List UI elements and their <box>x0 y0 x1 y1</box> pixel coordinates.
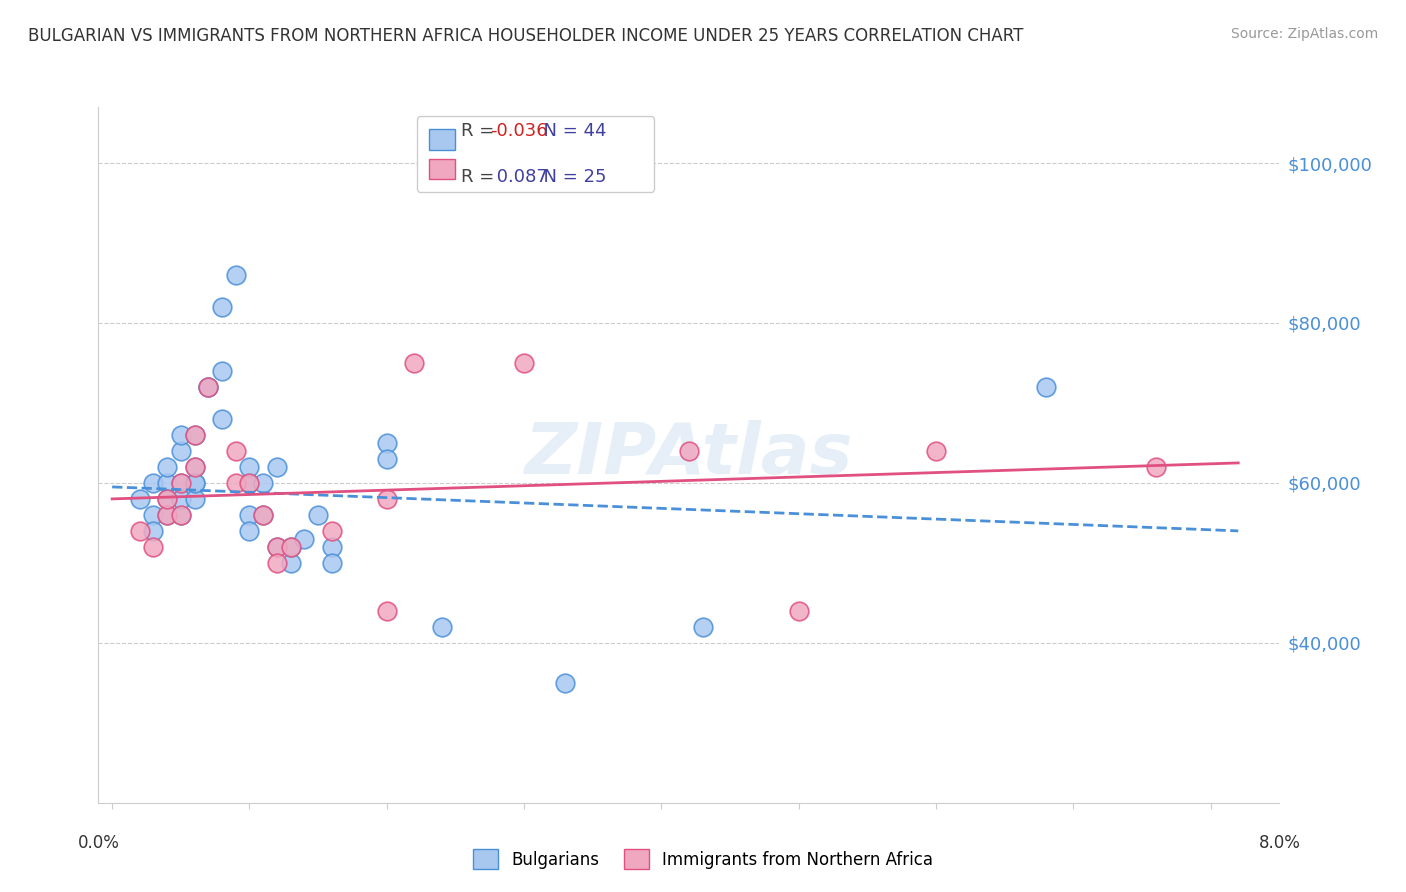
Point <box>156 491 179 506</box>
Point <box>156 459 179 474</box>
Point <box>238 475 260 490</box>
Point <box>266 540 288 554</box>
Point <box>280 540 302 554</box>
Point <box>238 459 260 474</box>
Point <box>183 475 205 490</box>
Point <box>321 524 343 538</box>
Point <box>430 620 453 634</box>
Point <box>225 444 247 458</box>
Point <box>554 676 576 690</box>
Text: 0.0%: 0.0% <box>77 834 120 852</box>
Point <box>266 540 288 554</box>
Point <box>211 300 233 314</box>
Point <box>294 532 316 546</box>
Point <box>678 444 700 458</box>
Point <box>513 356 536 370</box>
Point <box>266 459 288 474</box>
Point <box>170 475 193 490</box>
Point <box>156 508 179 522</box>
Point <box>375 604 398 618</box>
Point <box>142 475 165 490</box>
Point <box>280 556 302 570</box>
Text: -0.036: -0.036 <box>491 122 548 140</box>
Text: N = 44: N = 44 <box>531 122 606 140</box>
Point <box>211 412 233 426</box>
Point <box>238 508 260 522</box>
Point <box>183 428 205 442</box>
Point <box>321 540 343 554</box>
Point <box>252 508 274 522</box>
Point <box>252 475 274 490</box>
Point <box>156 491 179 506</box>
Point <box>787 604 810 618</box>
Point <box>280 540 302 554</box>
Point <box>170 428 193 442</box>
Point <box>183 459 205 474</box>
Legend: Bulgarians, Immigrants from Northern Africa: Bulgarians, Immigrants from Northern Afr… <box>463 838 943 880</box>
Point <box>307 508 329 522</box>
Text: 0.087: 0.087 <box>491 169 547 186</box>
Point <box>225 268 247 282</box>
Point <box>170 444 193 458</box>
Point <box>142 540 165 554</box>
Point <box>183 459 205 474</box>
Point <box>197 380 219 394</box>
Legend:                               ,                               : , <box>416 116 654 192</box>
Point <box>375 451 398 466</box>
Point <box>170 508 193 522</box>
Text: N = 25: N = 25 <box>531 169 606 186</box>
Point <box>197 380 219 394</box>
Point <box>156 508 179 522</box>
Point <box>238 524 260 538</box>
Point <box>170 508 193 522</box>
Point <box>404 356 426 370</box>
Text: R =: R = <box>461 122 501 140</box>
Point <box>142 508 165 522</box>
Point <box>211 364 233 378</box>
Text: ZIPAtlas: ZIPAtlas <box>524 420 853 490</box>
Text: Source: ZipAtlas.com: Source: ZipAtlas.com <box>1230 27 1378 41</box>
Point <box>128 524 150 538</box>
Point <box>692 620 714 634</box>
Text: BULGARIAN VS IMMIGRANTS FROM NORTHERN AFRICA HOUSEHOLDER INCOME UNDER 25 YEARS C: BULGARIAN VS IMMIGRANTS FROM NORTHERN AF… <box>28 27 1024 45</box>
Point <box>170 475 193 490</box>
Point <box>925 444 948 458</box>
Text: 8.0%: 8.0% <box>1258 834 1301 852</box>
Point <box>375 436 398 450</box>
Point <box>375 491 398 506</box>
Point <box>238 475 260 490</box>
Point <box>252 508 274 522</box>
Point <box>156 475 179 490</box>
Point <box>183 475 205 490</box>
Point <box>266 556 288 570</box>
Point <box>183 428 205 442</box>
Point <box>142 524 165 538</box>
Point <box>1035 380 1057 394</box>
Point <box>170 491 193 506</box>
Point <box>197 380 219 394</box>
Point <box>225 475 247 490</box>
Point <box>128 491 150 506</box>
Point <box>183 491 205 506</box>
Text: R =: R = <box>461 169 501 186</box>
Point <box>1144 459 1167 474</box>
Point <box>321 556 343 570</box>
